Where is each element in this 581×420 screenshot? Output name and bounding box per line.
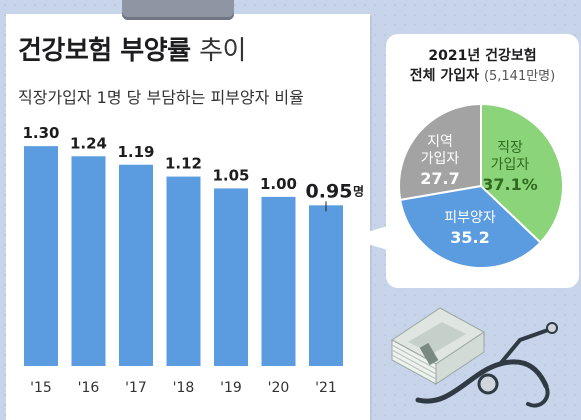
x-tick-label: '20 [268,380,290,396]
bar [166,176,201,366]
pie-slice-label: 가입자 [421,151,460,167]
pie-title: 2021년 건강보험 전체 가입자 (5,141만명) [386,46,579,87]
pie-slice-value: 27.7 [420,169,459,188]
bar [71,156,106,366]
pie-slice [398,102,482,201]
clipboard-clip [122,0,234,20]
x-tick-label: '18 [173,380,195,396]
bar-value-label: 0.95 [306,180,353,202]
bar [119,164,153,366]
bar [24,146,58,366]
pie-slice-label: 가입자 [491,157,530,173]
title-light: 추이 [199,36,246,66]
x-tick-label: '19 [220,380,242,396]
bar-value-label: 1.05 [212,166,249,184]
bar-value-label: 1.12 [165,155,202,173]
x-tick-label: '21 [315,380,337,396]
bar [261,196,296,366]
pie-slice-label: 직장 [497,140,523,156]
pie-slice [480,102,564,244]
pie-title-line2: 전체 가입자 (5,141만명) [386,66,579,87]
pie-title-light: (5,141만명) [483,69,556,84]
pie-title-line1: 2021년 건강보험 [428,48,537,64]
callout-pointer [346,226,388,250]
x-tick-label: '15 [30,380,52,396]
pie-slice [399,184,542,269]
page-title: 건강보험 부양률 추이 [18,30,246,67]
bar [309,205,343,366]
pie-slice-label: 피부양자 [444,210,496,226]
bar [214,188,248,366]
x-tick-label: '17 [125,380,147,396]
x-tick-label: '16 [78,380,100,396]
bar-value-label: 1.19 [117,143,154,161]
bar-value-label: 1.30 [22,124,59,142]
stethoscope-icon [415,322,558,408]
pie-title-bold: 전체 가입자 [409,68,480,84]
pie-slice-label: 지역 [427,134,453,150]
title-bold: 건강보험 부양률 [18,36,191,66]
bar-unit-label: 명 [353,184,364,198]
bar-value-label: 1.00 [260,175,297,193]
bar-value-label: 1.24 [70,134,107,152]
money-stack-icon [391,307,485,385]
pie-slice-value: 35.2 [450,228,489,247]
chart-subtitle: 직장가입자 1명 당 부담하는 피부양자 비율 [18,88,304,107]
pie-slice-value: 37.1% [482,175,538,194]
